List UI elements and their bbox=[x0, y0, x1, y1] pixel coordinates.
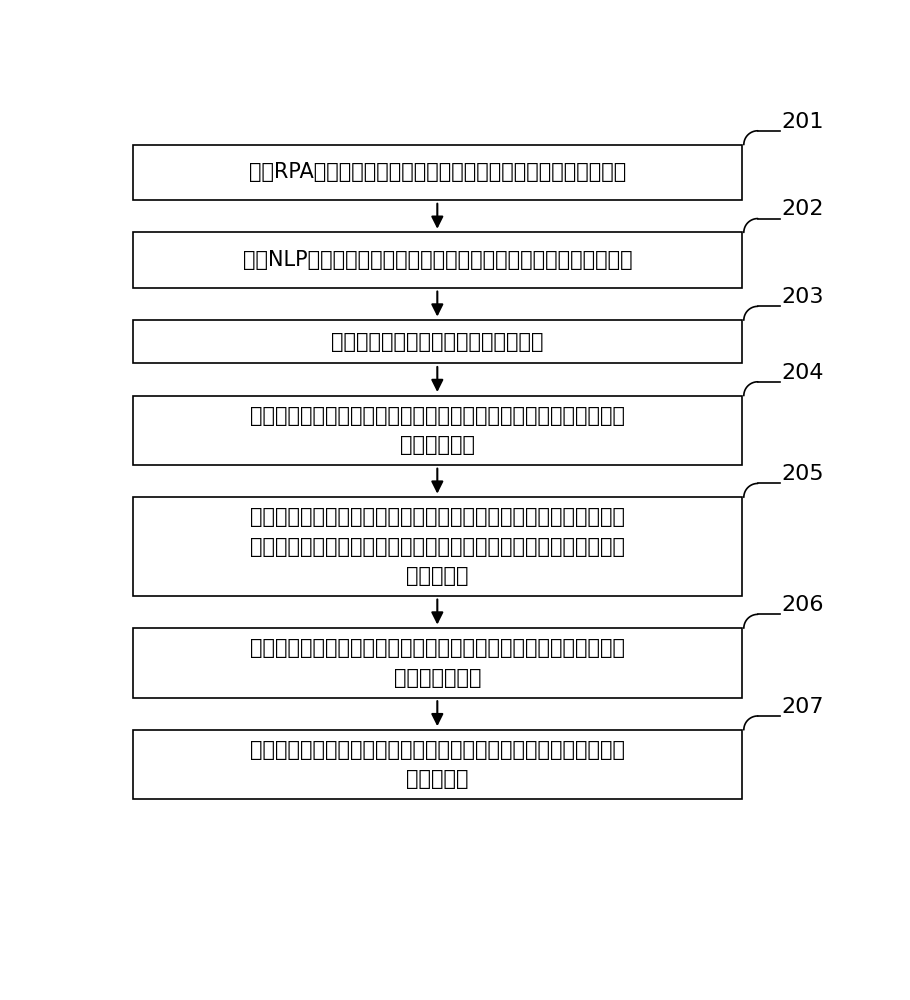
Bar bbox=[133, 628, 742, 698]
Text: 根据各第一匹配度，确定候选异常台区: 根据各第一匹配度，确定候选异常台区 bbox=[331, 332, 543, 352]
Bar bbox=[133, 396, 742, 465]
Text: 207: 207 bbox=[782, 697, 824, 717]
Bar bbox=[133, 497, 742, 596]
Text: 202: 202 bbox=[782, 199, 824, 219]
Text: 205: 205 bbox=[782, 464, 824, 484]
Text: 206: 206 bbox=[782, 595, 824, 615]
Text: 控制RPA机器人登录计量系统，从计量系统获取多个异常台区列表: 控制RPA机器人登录计量系统，从计量系统获取多个异常台区列表 bbox=[248, 162, 626, 182]
Text: 在剩余的每个异常台区列表中均存在与任一候选异常台区间的第二匹
配度大于第一阈值的异常台区的情况下，确定任一候选异常台区为目
标异常台区: 在剩余的每个异常台区列表中均存在与任一候选异常台区间的第二匹 配度大于第一阈值的… bbox=[250, 507, 625, 586]
Text: 利用NLP确定任意两个异常台区列表中各异常台区之间的第一匹配度: 利用NLP确定任意两个异常台区列表中各异常台区之间的第一匹配度 bbox=[242, 250, 632, 270]
Bar bbox=[133, 232, 742, 288]
Bar bbox=[133, 320, 742, 363]
Text: 203: 203 bbox=[782, 287, 824, 307]
Bar bbox=[133, 730, 742, 799]
Bar bbox=[133, 145, 742, 200]
Text: 针对每个目标异常台区，获取每个目标异常台区中各计量点在多个测
量时间点的数据: 针对每个目标异常台区，获取每个目标异常台区中各计量点在多个测 量时间点的数据 bbox=[250, 638, 625, 688]
Text: 根据各计量点在多个测量时间点的数据，确定每个目标异常台区中的
异常计量点: 根据各计量点在多个测量时间点的数据，确定每个目标异常台区中的 异常计量点 bbox=[250, 740, 625, 789]
Text: 201: 201 bbox=[782, 112, 824, 132]
Text: 确定每个候选异常台区与剩余每个异常台区列表中各异常台区之间的
各第二匹配度: 确定每个候选异常台区与剩余每个异常台区列表中各异常台区之间的 各第二匹配度 bbox=[250, 406, 625, 455]
Text: 204: 204 bbox=[782, 363, 824, 383]
